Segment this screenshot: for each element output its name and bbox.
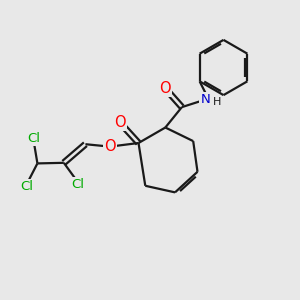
Text: O: O (114, 115, 126, 130)
Text: Cl: Cl (71, 178, 84, 191)
Text: Cl: Cl (27, 132, 40, 145)
Text: O: O (160, 81, 171, 96)
Text: N: N (200, 93, 210, 106)
Text: H: H (212, 97, 221, 107)
Text: O: O (104, 139, 116, 154)
Text: Cl: Cl (20, 180, 33, 193)
